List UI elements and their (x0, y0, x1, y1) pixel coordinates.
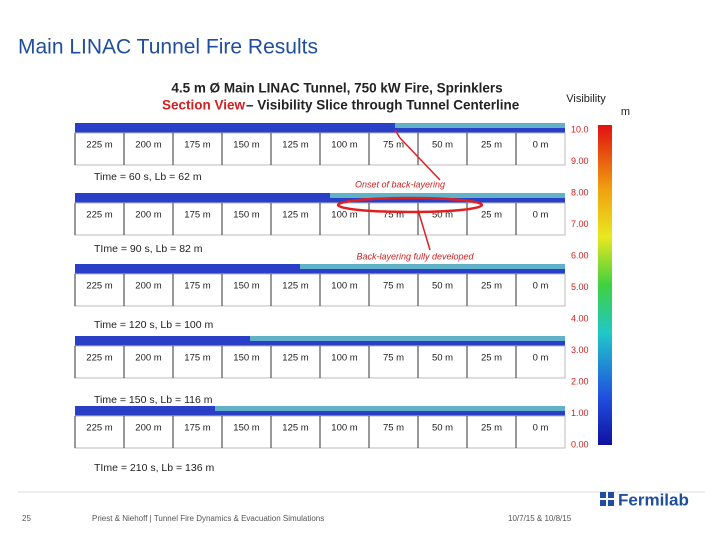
smoke-layer (250, 336, 565, 341)
distance-label: 75 m (383, 353, 404, 364)
arrow (399, 137, 441, 181)
distance-label: 125 m (282, 353, 308, 364)
distance-label: 0 m (533, 423, 549, 434)
distance-label: 25 m (481, 210, 502, 221)
colorbar-label: 7.00 (571, 219, 589, 229)
panel-label: Time = 120 s, Lb = 100 m (94, 319, 214, 331)
distance-label: 225 m (86, 281, 112, 292)
distance-label: 0 m (533, 281, 549, 292)
distance-label: 125 m (282, 281, 308, 292)
distance-label: 0 m (533, 140, 549, 151)
distance-label: 125 m (282, 423, 308, 434)
figure-title: 4.5 m Ø Main LINAC Tunnel, 750 kW Fire, … (171, 81, 502, 96)
distance-label: 75 m (383, 210, 404, 221)
logo-text: Fermilab (618, 490, 689, 509)
smoke-layer (300, 264, 565, 269)
strip-band (75, 193, 565, 203)
distance-label: 100 m (331, 423, 357, 434)
distance-label: 0 m (533, 210, 549, 221)
strip-band (75, 123, 565, 133)
panel-label: Time = 60 s, Lb = 62 m (94, 171, 202, 183)
logo (600, 492, 614, 506)
colorbar-label: 1.00 (571, 408, 589, 418)
distance-label: 125 m (282, 140, 308, 151)
distance-label: 175 m (184, 210, 210, 221)
highlight-ellipse (336, 196, 484, 214)
arrow (394, 129, 401, 139)
panel-label: Time = 150 s, Lb = 116 m (94, 394, 213, 406)
footer-date: 10/7/15 & 10/8/15 (508, 514, 572, 523)
distance-label: 75 m (383, 423, 404, 434)
distance-label: 75 m (383, 140, 404, 151)
distance-label: 175 m (184, 281, 210, 292)
distance-label: 200 m (135, 423, 161, 434)
colorbar-label: 2.00 (571, 376, 589, 386)
distance-label: 200 m (135, 210, 161, 221)
distance-label: 225 m (86, 140, 112, 151)
colorbar-label: 8.00 (571, 187, 589, 197)
distance-label: 100 m (331, 210, 357, 221)
colorbar-label: 10.0 (571, 124, 589, 134)
distance-label: 50 m (432, 140, 453, 151)
colorbar (598, 125, 612, 445)
distance-label: 25 m (481, 281, 502, 292)
smoke-layer (395, 123, 565, 128)
distance-label: 100 m (331, 353, 357, 364)
smoke-layer (215, 406, 565, 411)
panel-label: TIme = 90 s, Lb = 82 m (94, 243, 203, 255)
distance-label: 200 m (135, 353, 161, 364)
distance-label: 200 m (135, 140, 161, 151)
figure-subtitle: – Visibility Slice through Tunnel Center… (246, 98, 520, 113)
colorbar-label: 0.00 (571, 439, 589, 449)
colorbar-label: 3.00 (571, 345, 589, 355)
distance-label: 175 m (184, 353, 210, 364)
distance-label: 50 m (432, 353, 453, 364)
distance-label: 25 m (481, 140, 502, 151)
colorbar-label: 9.00 (571, 156, 589, 166)
arrow (417, 209, 431, 251)
distance-label: 150 m (233, 353, 259, 364)
distance-label: 175 m (184, 423, 210, 434)
colorbar-label: 6.00 (571, 250, 589, 260)
colorbar-label: 5.00 (571, 282, 589, 292)
distance-label: 25 m (481, 423, 502, 434)
distance-label: 225 m (86, 210, 112, 221)
distance-label: 50 m (432, 210, 453, 221)
distance-label: 150 m (233, 423, 259, 434)
page-number: 25 (22, 514, 31, 523)
footer-text: Priest & Niehoff | Tunnel Fire Dynamics … (92, 514, 324, 523)
colorbar-unit: m (621, 106, 630, 118)
figure-subtitle-highlight: Section View (162, 98, 246, 113)
distance-label: 25 m (481, 353, 502, 364)
distance-label: 150 m (233, 281, 259, 292)
smoke-layer (330, 193, 565, 198)
distance-label: 50 m (432, 423, 453, 434)
annotation: Back-layering fully developed (356, 251, 474, 261)
distance-label: 100 m (331, 281, 357, 292)
panel-label: TIme = 210 s, Lb = 136 m (94, 462, 214, 474)
colorbar-title: Visibility (566, 93, 606, 105)
distance-label: 150 m (233, 140, 259, 151)
distance-label: 150 m (233, 210, 259, 221)
distance-label: 75 m (383, 281, 404, 292)
distance-label: 175 m (184, 140, 210, 151)
distance-label: 100 m (331, 140, 357, 151)
distance-label: 50 m (432, 281, 453, 292)
distance-label: 200 m (135, 281, 161, 292)
distance-label: 225 m (86, 423, 112, 434)
annotation: Onset of back-layering (355, 179, 445, 189)
colorbar-label: 4.00 (571, 313, 589, 323)
strips: 225 m 200 m 175 m 150 m 125 m 100 m 75 m 50 m 25… (74, 123, 566, 474)
slide-title: Main LINAC Tunnel Fire Results (18, 36, 318, 59)
distance-label: 225 m (86, 353, 112, 364)
distance-label: 0 m (533, 353, 549, 364)
distance-label: 125 m (282, 210, 308, 221)
